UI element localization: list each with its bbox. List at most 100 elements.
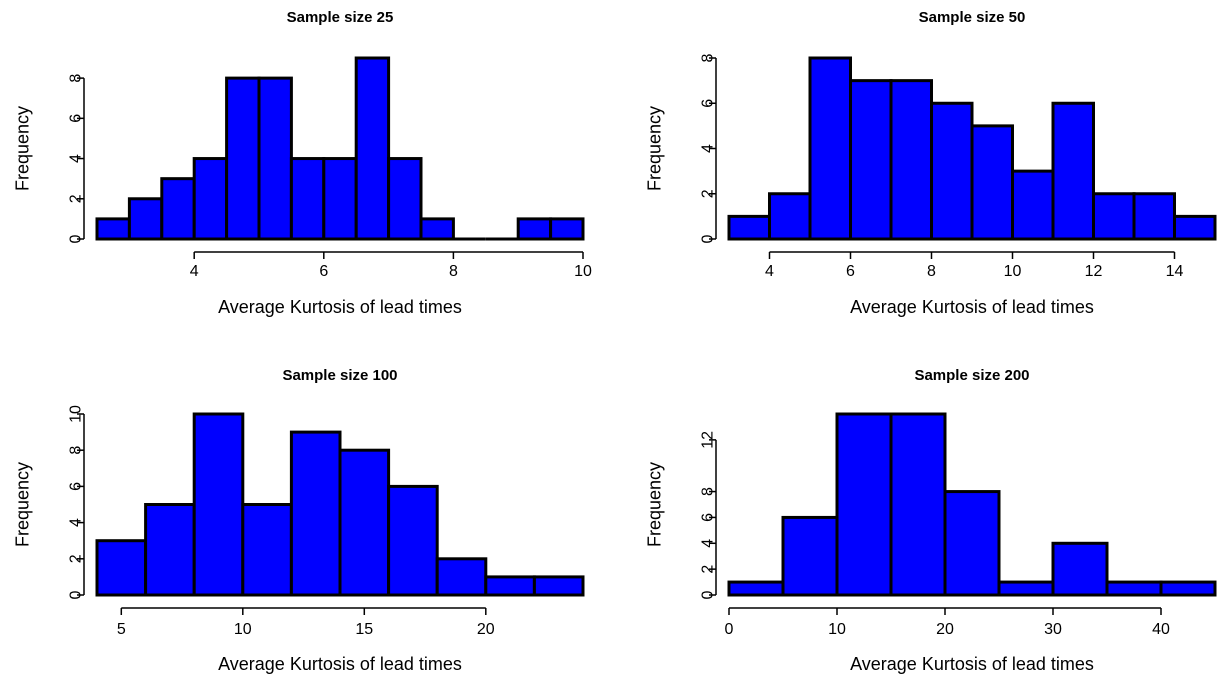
y-tick-label: 8 [68, 446, 85, 455]
x-tick-label: 10 [234, 621, 252, 638]
histogram-bar [387, 157, 423, 241]
x-tick-label: 6 [319, 263, 328, 280]
y-tick-label: 2 [68, 194, 85, 203]
histogram-bar [322, 157, 358, 241]
histogram-bar [1105, 580, 1163, 597]
y-tick-label: 12 [700, 431, 717, 449]
x-tick-label: 10 [574, 263, 592, 280]
y-axis-label: Frequency [12, 462, 32, 547]
x-tick-label: 12 [1085, 263, 1103, 280]
x-tick-label: 20 [936, 621, 954, 638]
y-tick-label: 8 [700, 487, 717, 496]
x-tick-label: 10 [828, 621, 846, 638]
x-tick-label: 30 [1044, 621, 1062, 638]
x-tick-label: 8 [449, 263, 458, 280]
histogram-bar [354, 56, 391, 241]
histogram-bar [419, 217, 455, 241]
x-tick-label: 4 [190, 263, 199, 280]
y-tick-label: 4 [68, 518, 85, 527]
histogram-bar [768, 192, 812, 241]
x-axis-label: Average Kurtosis of lead times [850, 654, 1094, 674]
x-axis-label: Average Kurtosis of lead times [218, 297, 462, 317]
y-axis-label: Frequency [644, 462, 664, 547]
chart-title: Sample size 100 [282, 367, 397, 384]
histogram-bar [387, 484, 439, 597]
histogram-bar [1173, 214, 1217, 241]
histogram-bar [1092, 192, 1136, 241]
histogram-bar [289, 157, 326, 241]
histogram-bar [1011, 169, 1055, 241]
histogram-panel: Sample size 50 4 6 8 10 12 14 Average Kurtosis … [644, 9, 1217, 317]
y-tick-label: 2 [700, 189, 717, 198]
y-tick-label: 4 [68, 154, 85, 163]
x-axis-label: Average Kurtosis of lead times [850, 297, 1094, 317]
x-tick-label: 10 [1004, 263, 1022, 280]
x-tick-label: 4 [765, 263, 774, 280]
y-axis-label: Frequency [644, 106, 664, 191]
histogram-bar [160, 177, 196, 241]
histogram-bar [95, 217, 131, 241]
y-tick-label: 6 [68, 114, 85, 123]
histogram-bar [1159, 580, 1217, 597]
histogram-bar [727, 214, 771, 241]
histogram-bar [484, 575, 536, 597]
histogram-bar [849, 79, 893, 241]
histogram-bar [889, 412, 947, 597]
x-tick-label: 15 [355, 621, 373, 638]
y-tick-label: 4 [700, 144, 717, 153]
x-axis-label: Average Kurtosis of lead times [218, 654, 462, 674]
y-tick-label: 0 [700, 234, 717, 243]
y-tick-label: 6 [700, 513, 717, 522]
y-tick-label: 10 [68, 405, 85, 423]
histogram-bar [1132, 192, 1176, 241]
y-tick-label: 4 [700, 539, 717, 548]
histogram-bar [338, 448, 391, 597]
histogram-bar [1051, 541, 1109, 597]
histogram-bar [225, 76, 261, 241]
y-tick-label: 8 [700, 53, 717, 62]
x-tick-label: 14 [1166, 263, 1184, 280]
histogram-bar [516, 217, 553, 241]
x-tick-label: 0 [725, 621, 734, 638]
y-tick-label: 6 [68, 482, 85, 491]
histogram-bar [997, 580, 1055, 597]
histogram-bar [1051, 101, 1095, 241]
histogram-bar [781, 515, 839, 597]
chart-title: Sample size 50 [919, 9, 1026, 26]
y-tick-label: 0 [700, 590, 717, 599]
y-tick-label: 0 [68, 234, 85, 243]
histogram-bar [970, 124, 1014, 241]
x-tick-label: 5 [117, 621, 126, 638]
chart-title: Sample size 25 [287, 9, 394, 26]
y-axis-label: Frequency [12, 106, 32, 191]
histogram-bar [127, 197, 164, 241]
histogram-bar [192, 157, 229, 241]
y-tick-label: 6 [700, 99, 717, 108]
histogram-bar [95, 539, 148, 597]
histogram-bar [889, 79, 933, 241]
histogram-bar [144, 503, 196, 597]
histogram-bar [808, 56, 852, 241]
histogram-bar [727, 580, 785, 597]
y-tick-label: 8 [68, 74, 85, 83]
y-tick-label: 0 [68, 590, 85, 599]
histogram-bar [435, 557, 488, 597]
chart-title: Sample size 200 [914, 367, 1029, 384]
histogram-bar [192, 412, 245, 597]
histogram-bar [549, 217, 585, 241]
histogram-bar [532, 575, 585, 597]
x-tick-label: 40 [1152, 621, 1170, 638]
histogram-panel: Sample size 25 4 6 8 10 Average Kurtosis of l… [12, 9, 592, 317]
x-tick-label: 8 [927, 263, 936, 280]
histogram-bar [943, 490, 1001, 597]
histogram-bar [257, 76, 293, 241]
y-tick-label: 2 [68, 554, 85, 563]
histogram-bar [289, 430, 342, 597]
y-tick-label: 2 [700, 565, 717, 574]
histogram-bar [835, 412, 893, 597]
x-tick-label: 20 [477, 621, 495, 638]
